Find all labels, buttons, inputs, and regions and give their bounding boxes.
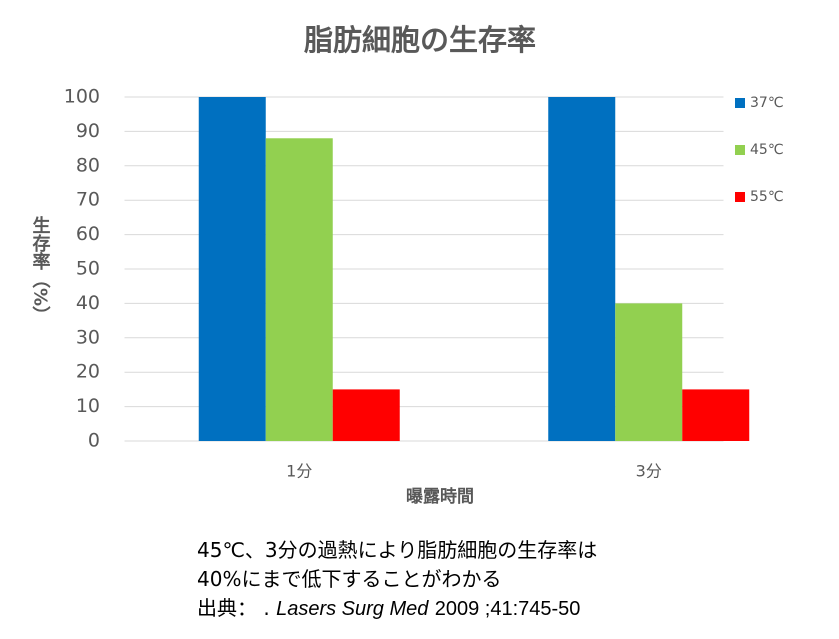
- legend-label: 55℃: [750, 189, 784, 205]
- y-tick-label: 10: [76, 395, 100, 417]
- legend-label: 45℃: [750, 142, 784, 158]
- y-tick-label: 0: [88, 430, 100, 452]
- legend: 37℃ 45℃ 55℃: [735, 95, 784, 205]
- bar: [198, 97, 266, 441]
- source-rest: 2009 ;41:745-50: [435, 598, 581, 620]
- legend-swatch: [735, 98, 745, 108]
- x-axis-label: 曝露時間: [406, 486, 474, 507]
- caption-line: 40%にまで低下することがわかる: [197, 567, 501, 591]
- caption-line: 45℃、3分の過熱により脂肪細胞の生存率は: [197, 538, 597, 562]
- y-tick-label: 70: [76, 189, 100, 211]
- legend-swatch: [735, 192, 745, 202]
- y-tick-label: 20: [76, 361, 100, 383]
- bar: [332, 389, 400, 441]
- source-journal: Lasers Surg Med: [276, 598, 429, 620]
- y-tick-label: 50: [76, 258, 100, 280]
- bar: [615, 303, 683, 441]
- bar: [548, 97, 616, 441]
- y-tick-label: 90: [76, 120, 100, 142]
- legend-label: 37℃: [750, 95, 784, 111]
- caption-source: 出典： . Lasers Surg Med 2009 ;41:745-50: [197, 596, 580, 620]
- bar: [682, 389, 750, 441]
- x-tick-label: 1分: [286, 462, 312, 481]
- y-tick-label: 30: [76, 326, 100, 348]
- chart-title: 脂肪細胞の生存率: [304, 23, 536, 57]
- y-axis-label: 生存率（%）: [30, 215, 51, 324]
- y-tick-label: 40: [76, 292, 100, 314]
- plot-area: 0 10 20 30 40 50 60 70 80 90 100 1分 3分 37℃ 45℃ 55℃: [64, 86, 784, 481]
- y-tick-label: 100: [64, 86, 100, 108]
- x-tick-label: 3分: [636, 462, 662, 481]
- y-tick-label: 60: [76, 223, 100, 245]
- source-prefix: 出典： .: [197, 596, 270, 620]
- legend-swatch: [735, 145, 745, 155]
- bar: [265, 138, 333, 441]
- y-tick-label: 80: [76, 154, 100, 176]
